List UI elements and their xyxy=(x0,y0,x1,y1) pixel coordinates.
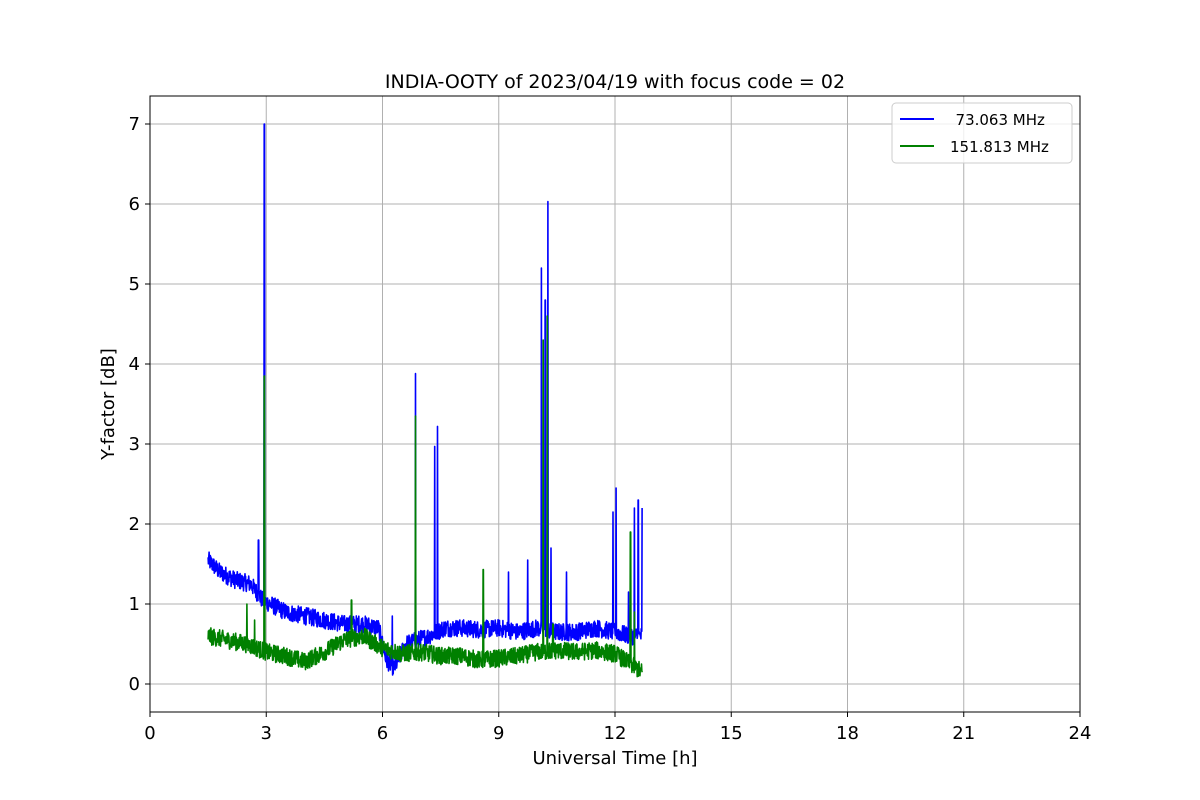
y-tick-label: 1 xyxy=(129,594,140,615)
series-line-1 xyxy=(207,315,643,678)
x-tick-label: 24 xyxy=(1069,723,1092,744)
x-tick-label: 21 xyxy=(952,723,975,744)
grid xyxy=(149,96,1081,712)
y-axis-label: Y-factor [dB] xyxy=(98,348,119,461)
y-tick-label: 3 xyxy=(129,434,140,455)
legend-label-151mhz: 151.813 MHz xyxy=(950,138,1049,156)
y-tick-label: 6 xyxy=(129,194,140,215)
x-tick-label: 3 xyxy=(261,723,272,744)
x-tick-label: 6 xyxy=(377,723,388,744)
y-tick-label: 7 xyxy=(129,114,140,135)
x-tick-label: 15 xyxy=(720,723,743,744)
x-axis-label: Universal Time [h] xyxy=(532,748,697,769)
x-tick-label: 18 xyxy=(836,723,859,744)
legend-box xyxy=(891,102,1073,164)
y-tick-label: 5 xyxy=(129,274,140,295)
y-tick-label: 0 xyxy=(129,674,140,695)
series-layer xyxy=(207,123,643,678)
chart-title: INDIA-OOTY of 2023/04/19 with focus code… xyxy=(385,71,845,93)
legend: 73.063 MHz 151.813 MHz xyxy=(891,102,1073,164)
x-tick-label: 9 xyxy=(493,723,504,744)
x-tick-label: 0 xyxy=(144,723,155,744)
legend-label-73mhz: 73.063 MHz xyxy=(946,111,1045,129)
x-tick-label: 12 xyxy=(604,723,627,744)
y-tick-label: 2 xyxy=(129,514,140,535)
y-tick-label: 4 xyxy=(129,354,140,375)
series-line-0 xyxy=(207,123,643,676)
